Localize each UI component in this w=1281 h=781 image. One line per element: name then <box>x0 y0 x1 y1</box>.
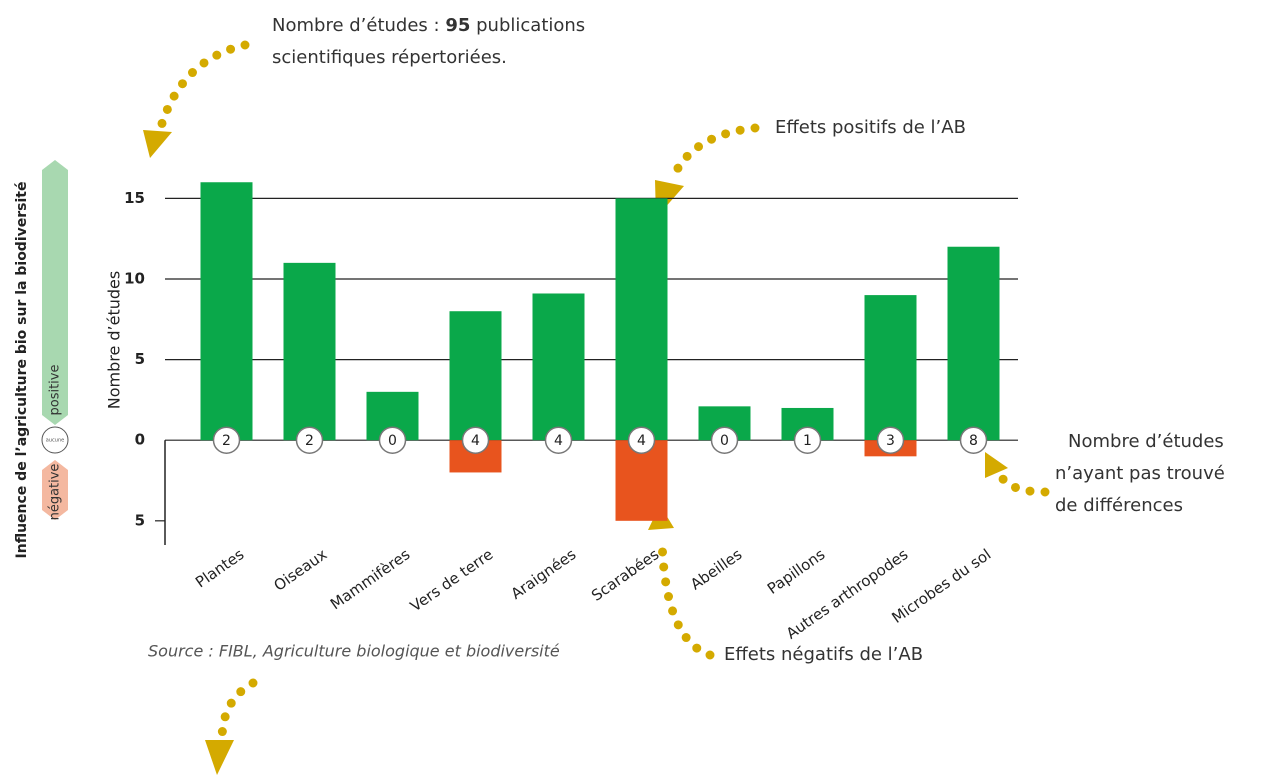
top-note: Nombre d’études : 95 publications <box>272 15 585 36</box>
neutral-label: 8 <box>969 433 978 449</box>
neutral-label: 4 <box>471 433 480 449</box>
bar <box>865 295 917 440</box>
source: Source : FIBL, Agriculture biologique et… <box>148 642 560 661</box>
x-tick-label: Scarabées <box>588 545 662 605</box>
neutral-label: 4 <box>637 433 646 449</box>
neutral-note: Nombre d’études <box>1068 431 1224 452</box>
negative-note: Effets négatifs de l’AB <box>724 644 923 665</box>
neutral-label: 0 <box>720 433 729 449</box>
x-tick-label: Plantes <box>192 545 247 591</box>
neutral-note: n’ayant pas trouvé <box>1055 463 1225 484</box>
side-negative: négative <box>48 464 63 521</box>
y-tick-label: 10 <box>124 269 145 287</box>
x-tick-label: Araignées <box>508 545 580 603</box>
neutral-label: 0 <box>388 433 397 449</box>
neutral-label: 3 <box>886 433 895 449</box>
y-tick-label: 15 <box>124 189 145 207</box>
x-tick-label: Abeilles <box>687 545 745 593</box>
chart: aucune positive négative Influence de l’… <box>0 0 1281 781</box>
bar <box>284 263 336 440</box>
y-axis-label: Nombre d’études <box>105 271 124 410</box>
side-label: Influence de l’agriculture bio sur la bi… <box>14 182 30 559</box>
x-tick-label: Papillons <box>764 545 829 598</box>
bar <box>533 293 585 440</box>
neutral-note: de différences <box>1055 495 1183 516</box>
neutral-label: 4 <box>554 433 563 449</box>
neutral-label: 2 <box>222 433 231 449</box>
bar <box>616 198 668 440</box>
neutral-label: 1 <box>803 433 812 449</box>
y-tick-label: 5 <box>135 350 145 368</box>
bar <box>201 182 253 440</box>
bar <box>948 247 1000 440</box>
neutral-label: 2 <box>305 433 314 449</box>
x-tick-label: Mammifères <box>327 545 414 613</box>
bar <box>450 311 502 440</box>
positive-note: Effets positifs de l’AB <box>775 117 966 138</box>
top-note: scientifiques répertoriées. <box>272 47 507 68</box>
y-tick-label: 0 <box>135 431 145 449</box>
side-positive: positive <box>48 365 63 416</box>
note-count: 95 <box>445 15 470 36</box>
y-tick-label: 5 <box>135 511 145 529</box>
note-text: Nombre d’études : <box>272 15 440 36</box>
x-tick-label: Oiseaux <box>270 545 330 595</box>
side-neutral: aucune <box>46 438 64 444</box>
x-tick-label: Vers de terre <box>407 545 497 615</box>
note-text: publications <box>476 15 585 36</box>
